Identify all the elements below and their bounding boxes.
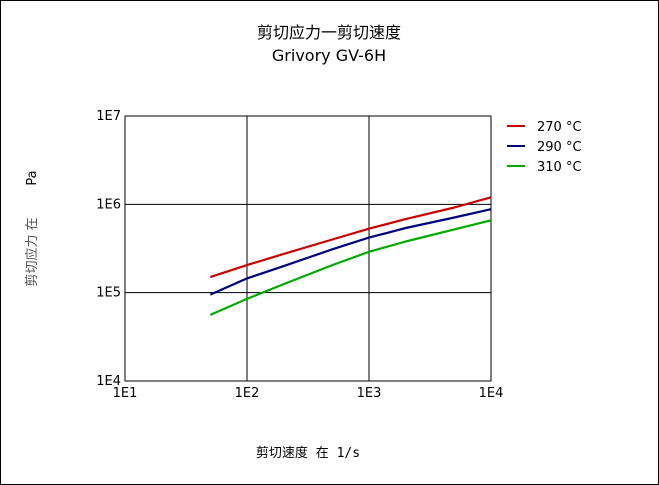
grid-lines xyxy=(125,116,491,381)
legend-label: 310 °C xyxy=(537,160,582,175)
y-tick-label: 1E5 xyxy=(96,286,121,301)
series-line xyxy=(209,196,492,279)
chart-subtitle: Grivory GV-6H xyxy=(272,46,386,65)
legend-label: 270 °C xyxy=(537,120,582,135)
legend-label: 290 °C xyxy=(537,140,582,155)
series-line xyxy=(209,219,492,316)
legend: 270 °C 290 °C 310 °C xyxy=(507,120,582,175)
y-tick-label: 1E6 xyxy=(96,197,121,212)
series-line xyxy=(209,208,492,296)
y-axis-unit: Pa xyxy=(25,170,40,185)
plot-area xyxy=(124,115,492,382)
x-axis-label: 剪切速度 在 1/s xyxy=(256,445,360,461)
x-tick-label: 1E2 xyxy=(235,386,260,401)
series-lines xyxy=(209,196,492,316)
x-tick-label: 1E1 xyxy=(113,386,138,401)
x-tick-labels: 1E1 1E2 1E3 1E4 xyxy=(113,386,504,401)
y-tick-label: 1E7 xyxy=(96,109,121,124)
chart-title: 剪切应力一剪切速度 xyxy=(257,23,401,42)
y-tick-label: 1E4 xyxy=(96,374,121,389)
y-tick-labels: 1E4 1E5 1E6 1E7 xyxy=(96,109,121,389)
x-tick-label: 1E4 xyxy=(479,386,504,401)
x-tick-label: 1E3 xyxy=(357,386,382,401)
y-axis-label: 剪切应力 在 xyxy=(24,217,40,286)
